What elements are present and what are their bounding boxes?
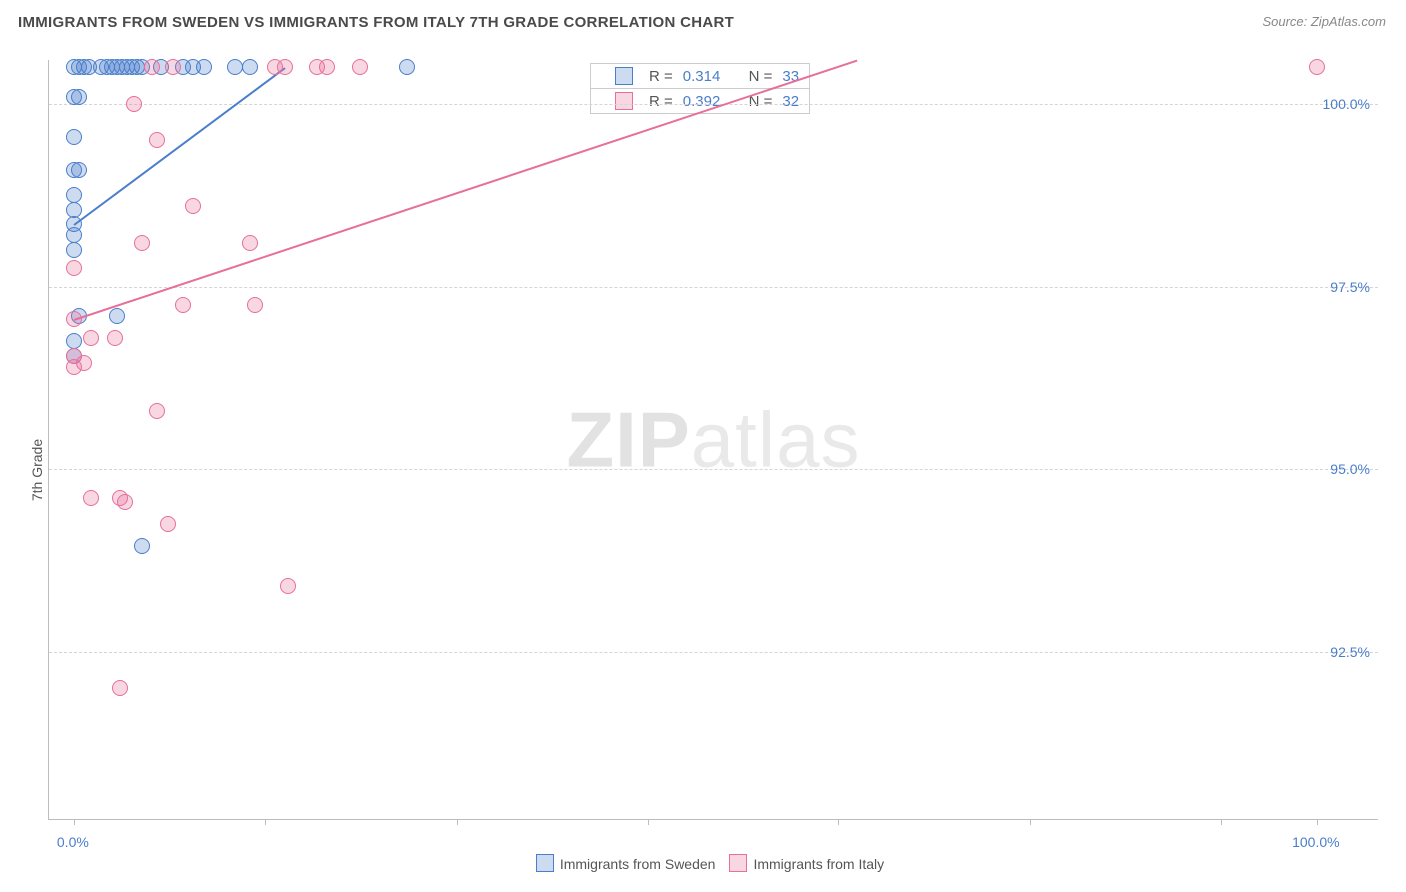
x-tick bbox=[1030, 819, 1031, 825]
data-point-italy bbox=[1309, 59, 1325, 75]
data-point-sweden bbox=[71, 89, 87, 105]
data-point-sweden bbox=[71, 162, 87, 178]
n-label: N = bbox=[749, 68, 773, 85]
data-point-italy bbox=[107, 330, 123, 346]
x-tick bbox=[74, 819, 75, 825]
x-tick bbox=[1221, 819, 1222, 825]
plot-wrapper: 7th Grade ZIPatlas R = 0.314 N = 33R = 0… bbox=[0, 48, 1406, 892]
chart-title: IMMIGRANTS FROM SWEDEN VS IMMIGRANTS FRO… bbox=[18, 14, 734, 31]
source-prefix: Source: bbox=[1262, 14, 1310, 29]
data-point-italy bbox=[319, 59, 335, 75]
data-point-italy bbox=[175, 297, 191, 313]
legend-swatch-sweden bbox=[615, 67, 633, 85]
legend-swatch-italy bbox=[615, 92, 633, 110]
data-point-italy bbox=[66, 359, 82, 375]
data-point-italy bbox=[247, 297, 263, 313]
r-value: 0.314 bbox=[683, 68, 721, 85]
data-point-sweden bbox=[134, 538, 150, 554]
plot-area: ZIPatlas R = 0.314 N = 33R = 0.392 N = 3… bbox=[48, 60, 1378, 820]
data-point-sweden bbox=[109, 308, 125, 324]
gridline bbox=[49, 469, 1378, 470]
watermark-text: ZIPatlas bbox=[566, 394, 860, 485]
x-tick-label: 100.0% bbox=[1292, 834, 1339, 850]
data-point-italy bbox=[144, 59, 160, 75]
legend-label-sweden: Immigrants from Sweden bbox=[560, 856, 716, 872]
data-point-italy bbox=[126, 96, 142, 112]
correlation-legend: R = 0.314 N = 33R = 0.392 N = 32 bbox=[589, 62, 811, 114]
data-point-italy bbox=[117, 494, 133, 510]
data-point-sweden bbox=[242, 59, 258, 75]
data-point-italy bbox=[149, 403, 165, 419]
data-point-italy bbox=[134, 235, 150, 251]
data-point-italy bbox=[165, 59, 181, 75]
data-point-italy bbox=[160, 516, 176, 532]
trend-line-sweden bbox=[73, 68, 285, 227]
data-point-italy bbox=[66, 311, 82, 327]
data-point-italy bbox=[66, 260, 82, 276]
x-tick-label: 0.0% bbox=[57, 834, 89, 850]
x-tick bbox=[265, 819, 266, 825]
data-point-italy bbox=[185, 198, 201, 214]
data-point-italy bbox=[83, 330, 99, 346]
source-attribution: Source: ZipAtlas.com bbox=[1262, 14, 1386, 29]
x-tick bbox=[648, 819, 649, 825]
data-point-sweden bbox=[66, 333, 82, 349]
data-point-sweden bbox=[66, 227, 82, 243]
r-label: R = bbox=[649, 68, 673, 85]
source-name: ZipAtlas.com bbox=[1311, 14, 1386, 29]
series-legend: Immigrants from Sweden Immigrants from It… bbox=[0, 854, 1406, 872]
gridline bbox=[49, 104, 1378, 105]
data-point-italy bbox=[280, 578, 296, 594]
data-point-italy bbox=[83, 490, 99, 506]
y-axis-label: 7th Grade bbox=[29, 439, 45, 501]
legend-swatch-sweden bbox=[536, 854, 554, 872]
data-point-italy bbox=[149, 132, 165, 148]
correlation-legend-row-italy: R = 0.392 N = 32 bbox=[590, 88, 810, 114]
x-axis-labels: 0.0% 100.0% bbox=[48, 828, 1378, 852]
data-point-italy bbox=[277, 59, 293, 75]
y-tick-label: 95.0% bbox=[1330, 461, 1370, 477]
legend-label-italy: Immigrants from Italy bbox=[753, 856, 884, 872]
data-point-sweden bbox=[66, 242, 82, 258]
data-point-sweden bbox=[66, 187, 82, 203]
data-point-sweden bbox=[66, 202, 82, 218]
data-point-sweden bbox=[399, 59, 415, 75]
x-tick bbox=[838, 819, 839, 825]
r-label: R = bbox=[649, 93, 673, 110]
legend-swatch-italy bbox=[729, 854, 747, 872]
gridline bbox=[49, 287, 1378, 288]
data-point-sweden bbox=[227, 59, 243, 75]
data-point-sweden bbox=[66, 129, 82, 145]
data-point-italy bbox=[352, 59, 368, 75]
trend-line-italy bbox=[74, 60, 858, 321]
y-tick-label: 97.5% bbox=[1330, 279, 1370, 295]
y-tick-label: 92.5% bbox=[1330, 644, 1370, 660]
data-point-italy bbox=[242, 235, 258, 251]
y-tick-label: 100.0% bbox=[1323, 96, 1370, 112]
data-point-sweden bbox=[196, 59, 212, 75]
n-value: 32 bbox=[782, 93, 799, 110]
data-point-italy bbox=[112, 680, 128, 696]
x-tick bbox=[1317, 819, 1318, 825]
x-tick bbox=[457, 819, 458, 825]
gridline bbox=[49, 652, 1378, 653]
